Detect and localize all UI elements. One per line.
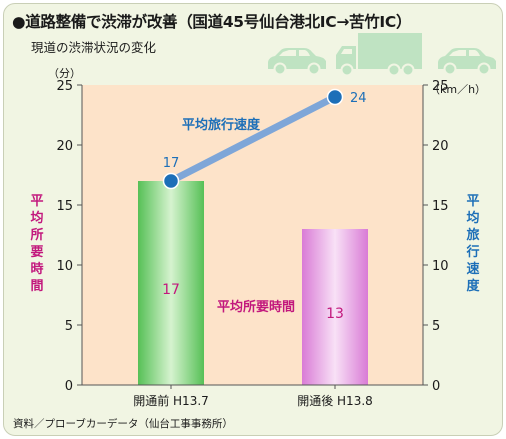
chart-frame: ●道路整備で渋滞が改善（国道45号仙台港北IC→苦竹IC） 現道の渋滞状況の変化 <box>3 3 503 436</box>
axis-title-char: 平 <box>30 194 43 209</box>
chart-svg: 17 13 17 24 0 5 10 15 20 25 0 5 10 15 20 25 開通前 H13.… <box>30 33 496 408</box>
speed-value-label: 24 <box>350 91 367 106</box>
axis-title-char: 行 <box>465 244 479 260</box>
car-icon <box>438 48 496 76</box>
axis-title-char: 所 <box>30 227 43 243</box>
axis-title-char: 時 <box>30 261 43 277</box>
axis-title-char: 間 <box>30 279 43 294</box>
speed-line <box>167 93 339 185</box>
axis-title-char: 速 <box>466 261 479 277</box>
x-category-label: 開通前 H13.7 <box>133 393 209 408</box>
y-right-axis-title: 平均旅行速度 <box>465 194 480 294</box>
chart-subtitle: 現道の渋滞状況の変化 <box>31 40 157 55</box>
bar-value-label: 13 <box>326 306 344 322</box>
axis-title-char: 均 <box>30 210 43 226</box>
y-right-unit: （km／h） <box>429 83 486 96</box>
y-left-tick-label: 0 <box>65 379 73 394</box>
y-right-tick-label: 5 <box>432 319 440 334</box>
bar-value-label: 17 <box>162 282 180 298</box>
line-series-label: 平均旅行速度 <box>182 117 261 133</box>
y-left-axis-title: 平均所要時間 <box>30 194 43 294</box>
y-right-tick-label: 20 <box>432 139 449 154</box>
axis-title-char: 平 <box>466 194 479 209</box>
speed-value-label: 17 <box>163 156 180 171</box>
bar <box>138 181 204 385</box>
y-left-tick-label: 10 <box>56 259 73 274</box>
axis-title-char: 均 <box>466 210 479 226</box>
y-left-tick-label: 20 <box>56 139 73 154</box>
y-left-tick-label: 25 <box>56 79 73 94</box>
y-right-tick-label: 0 <box>432 379 440 394</box>
vehicle-icons <box>268 33 496 77</box>
car-icon <box>268 48 326 76</box>
axis-title-char: 度 <box>466 278 480 294</box>
y-left-tick-label: 5 <box>65 319 73 334</box>
y-left-unit: （分） <box>48 67 81 80</box>
speed-point <box>326 88 344 106</box>
x-category-label: 開通後 H13.8 <box>297 394 373 408</box>
speed-point <box>162 172 180 190</box>
axis-title-char: 旅 <box>466 227 479 243</box>
truck-icon <box>336 33 422 77</box>
axis-title-char: 要 <box>30 245 43 260</box>
y-right-tick-label: 15 <box>432 199 449 214</box>
bar <box>302 229 368 385</box>
source-note: 資料／プローブカーデータ（仙台工事事務所） <box>13 418 233 430</box>
y-right-tick-label: 10 <box>432 259 449 274</box>
y-left-tick-label: 15 <box>56 199 73 214</box>
chart-title: ●道路整備で渋滞が改善（国道45号仙台港北IC→苦竹IC） <box>12 13 412 31</box>
bar-series-label: 平均所要時間 <box>217 299 295 315</box>
y-right-tick-label: 25 <box>432 79 449 94</box>
